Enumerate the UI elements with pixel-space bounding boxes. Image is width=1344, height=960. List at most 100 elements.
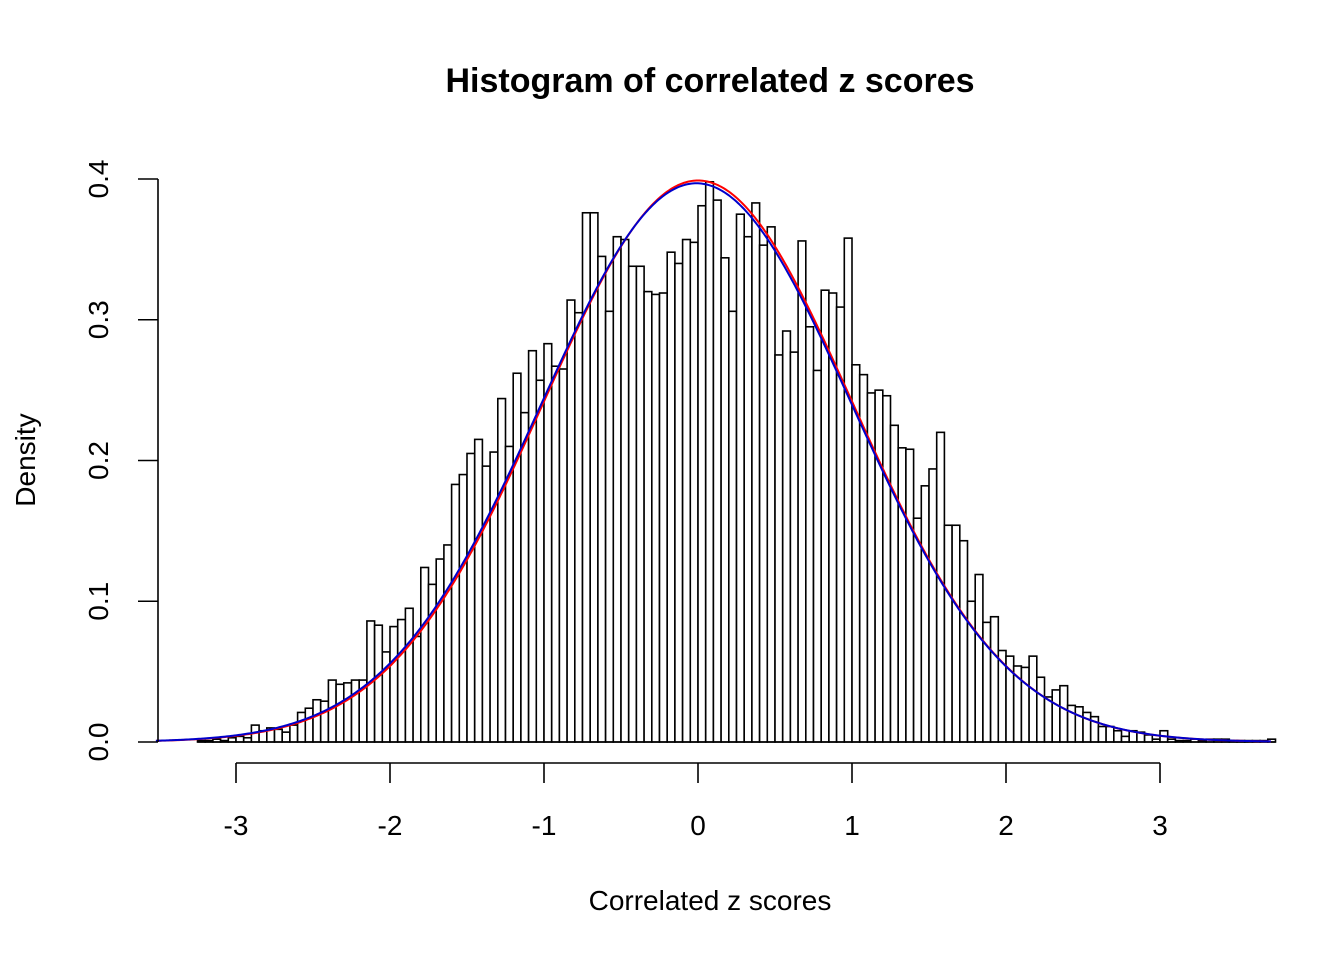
histogram-bar: [273, 728, 283, 743]
histogram-bar: [550, 365, 561, 743]
histogram-bar: [982, 621, 992, 743]
histogram-bar: [435, 558, 445, 743]
histogram-bar: [1028, 655, 1038, 743]
histogram-bar: [766, 226, 776, 743]
histogram-bar: [489, 451, 499, 743]
x-axis: -3 -2 -1 0 1 2 3: [224, 762, 1168, 841]
density-curve: [155, 182, 1271, 743]
histogram-bar: [889, 424, 899, 743]
histogram-bar: [751, 202, 761, 743]
histogram-bar: [743, 235, 753, 743]
histogram-bar: [335, 683, 345, 743]
y-tick-label: 0.2: [83, 441, 114, 480]
histogram-bar: [512, 372, 522, 743]
x-axis-label: Correlated z scores: [589, 885, 832, 916]
histogram-bar: [727, 310, 738, 743]
histogram-bar: [1051, 689, 1061, 743]
histogram-bar: [928, 468, 938, 743]
histogram-bar: [897, 447, 907, 743]
histogram-bar: [781, 330, 792, 743]
x-tick-label: 0: [690, 810, 706, 841]
histogram-bar: [389, 625, 399, 743]
histogram-bar: [573, 311, 584, 743]
histogram-bar: [712, 199, 722, 743]
histogram-bar: [843, 237, 853, 743]
histogram-bar: [650, 293, 661, 743]
histogram-bar: [350, 679, 360, 743]
y-axis: 0.0 0.1 0.2 0.3 0.4: [83, 160, 159, 762]
histogram-bar: [281, 731, 291, 743]
histogram-bar: [627, 265, 638, 743]
histogram-bar: [296, 711, 307, 743]
histogram-bar: [943, 524, 953, 743]
histogram-bar: [720, 257, 730, 743]
histogram-bar: [620, 238, 630, 743]
histogram-bar: [342, 682, 353, 743]
histogram-bar: [1020, 666, 1030, 743]
y-axis-label: Density: [10, 413, 41, 506]
histogram-bar: [235, 735, 245, 743]
histogram-bar: [974, 573, 984, 743]
histogram-bar: [789, 351, 799, 743]
histogram-bar: [1043, 696, 1053, 743]
histogram-bar: [604, 310, 615, 743]
y-tick-label: 0.1: [83, 582, 114, 621]
histogram-bar: [658, 292, 668, 743]
histogram-bar: [1143, 734, 1154, 743]
chart-title: Histogram of correlated z scores: [445, 62, 974, 100]
histogram-bar: [312, 698, 322, 743]
histogram-bar: [951, 524, 961, 743]
histogram-bar: [989, 615, 1000, 743]
histogram-bar: [612, 235, 622, 743]
histogram-bar: [466, 452, 476, 743]
histogram-bar: [566, 299, 576, 743]
histogram-bar: [689, 241, 699, 743]
y-tick-label: 0.0: [83, 723, 114, 762]
histogram-bar: [697, 204, 707, 743]
histogram-bar: [443, 544, 453, 743]
histogram-bar: [327, 679, 337, 743]
histogram-bar: [881, 394, 892, 743]
histogram-bar: [597, 255, 607, 743]
histogram-bar: [912, 517, 923, 743]
histogram-bar: [396, 618, 407, 743]
histogram-bar: [666, 251, 676, 743]
x-tick-label: -2: [378, 810, 403, 841]
histogram-bar: [804, 325, 815, 743]
y-tick-label: 0.4: [83, 160, 114, 199]
histogram-bar: [419, 566, 430, 743]
x-tick-label: -3: [224, 810, 249, 841]
histogram-bar: [1074, 706, 1084, 743]
x-tick-label: 1: [844, 810, 860, 841]
histogram-bar: [735, 213, 745, 743]
histogram-bar: [797, 240, 807, 743]
histogram-bar: [1097, 725, 1107, 743]
histogram-bar: [758, 244, 769, 743]
histogram-bar: [1113, 729, 1123, 743]
histogram-bar: [404, 607, 414, 743]
histogram-bar: [520, 411, 530, 743]
histogram-bar: [473, 438, 484, 743]
density-curves: [155, 179, 1271, 743]
histogram-bar: [820, 289, 830, 743]
histogram-bar: [373, 624, 384, 743]
histogram-bar: [535, 379, 545, 743]
histogram-bars: [196, 181, 1277, 743]
histogram-bar: [527, 349, 538, 743]
histogram-bar: [1059, 684, 1069, 743]
y-tick-label: 0.3: [83, 300, 114, 339]
histogram-bar: [412, 635, 422, 743]
histogram-bar: [643, 290, 653, 743]
histogram-bar: [674, 262, 684, 743]
histogram-bar: [581, 211, 591, 743]
x-tick-label: 3: [1152, 810, 1168, 841]
histogram-bar: [558, 368, 568, 743]
histogram-bar: [920, 485, 930, 743]
histogram-bar: [458, 473, 468, 743]
x-tick-label: -1: [532, 810, 557, 841]
histogram-bar: [319, 700, 330, 743]
histogram-bar: [304, 707, 314, 743]
histogram-bar: [496, 397, 507, 743]
histogram-bar: [1105, 725, 1115, 743]
